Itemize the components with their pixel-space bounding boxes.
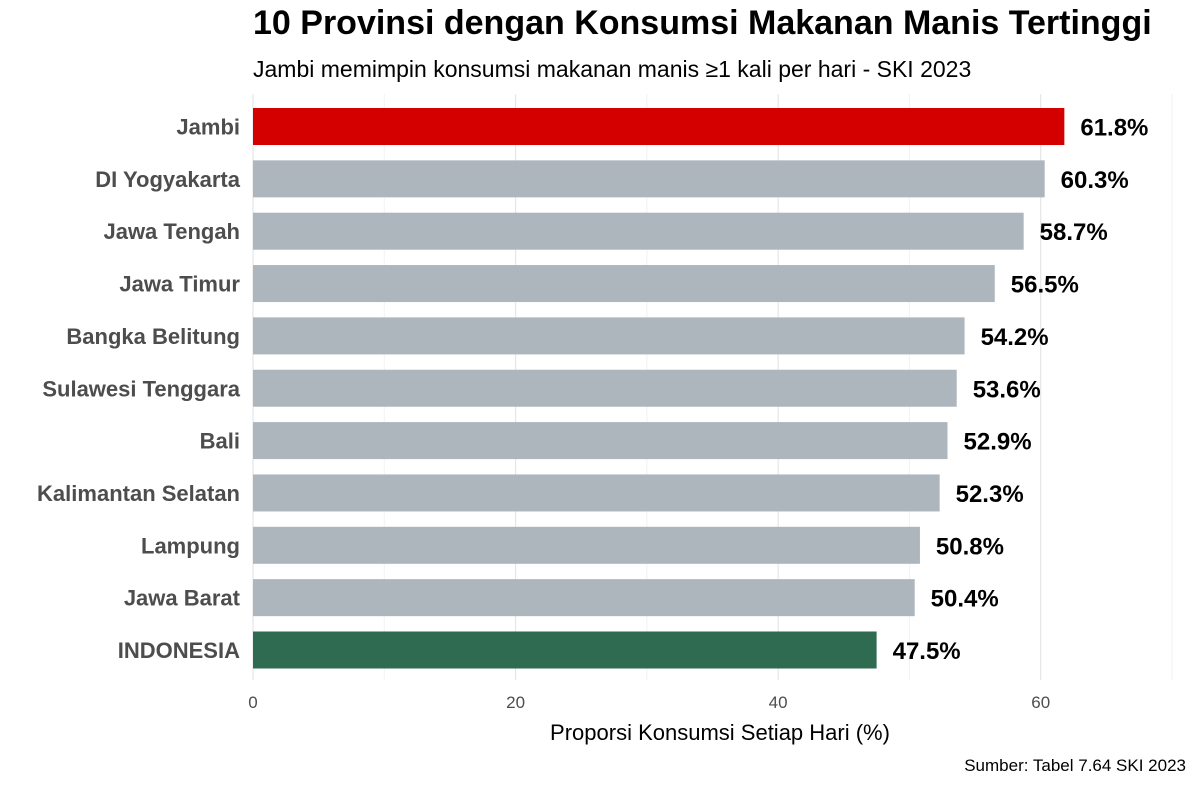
labels: 0 20 40 60 Jambi 61.8% DI Yogyakarta 60.3% Jawa … (37, 115, 1148, 713)
category-label: Jawa Tengah (103, 219, 240, 244)
bar-sulawesi-tenggara (253, 369, 957, 407)
x-tick-label: 20 (506, 693, 525, 712)
category-label: Lampung (141, 533, 240, 558)
category-label: Jawa Barat (124, 586, 241, 611)
value-label: 61.8% (1080, 115, 1148, 142)
category-label: Kalimantan Selatan (37, 481, 240, 506)
category-label: INDONESIA (118, 638, 240, 663)
bar-bali (253, 422, 948, 460)
value-label: 54.2% (981, 324, 1049, 351)
value-label: 58.7% (1040, 219, 1108, 246)
x-tick-label: 40 (769, 693, 788, 712)
value-label: 52.9% (964, 429, 1032, 456)
chart-subtitle: Jambi memimpin konsumsi makanan manis ≥1… (253, 56, 972, 82)
value-label: 52.3% (956, 481, 1024, 508)
bar-lampung (253, 526, 920, 564)
value-label: 53.6% (973, 376, 1041, 403)
bar-jawa-barat (253, 579, 915, 617)
bar-jambi (253, 108, 1065, 145)
value-label: 56.5% (1011, 272, 1079, 299)
category-label: DI Yogyakarta (95, 167, 240, 192)
category-label: Jambi (176, 115, 240, 140)
bar-kalimantan-selatan (253, 474, 940, 512)
x-tick-label: 60 (1031, 693, 1050, 712)
value-label: 47.5% (893, 638, 961, 665)
value-label: 50.4% (931, 586, 999, 613)
chart-title: 10 Provinsi dengan Konsumsi Makanan Mani… (253, 4, 1152, 42)
bar-indonesia (253, 631, 877, 669)
bar-jawa-tengah (253, 212, 1024, 250)
category-label: Bangka Belitung (66, 324, 240, 349)
category-label: Jawa Timur (119, 272, 240, 297)
bar-di-yogyakarta (253, 160, 1045, 198)
category-label: Bali (200, 429, 240, 454)
source-note: Sumber: Tabel 7.64 SKI 2023 (964, 756, 1186, 775)
x-axis-title: Proporsi Konsumsi Setiap Hari (%) (550, 720, 890, 745)
value-label: 60.3% (1061, 167, 1129, 194)
category-label: Sulawesi Tenggara (42, 376, 240, 401)
x-tick-label: 0 (248, 693, 257, 712)
value-label: 50.8% (936, 533, 1004, 560)
bars (253, 108, 1065, 669)
bar-bangka-belitung (253, 317, 965, 355)
bar-jawa-timur (253, 265, 995, 303)
